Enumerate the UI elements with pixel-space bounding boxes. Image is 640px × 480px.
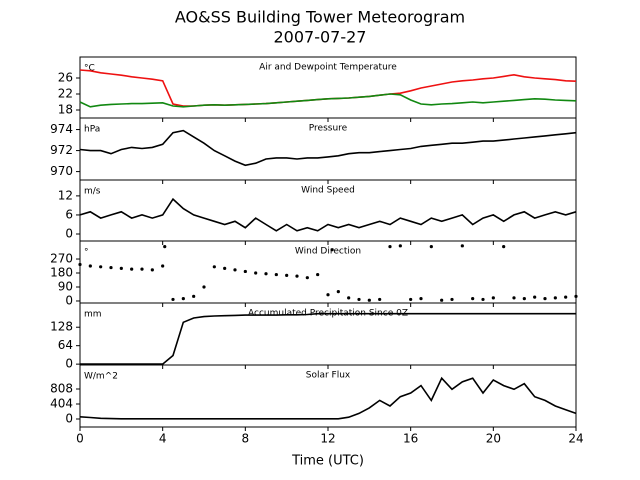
data-point [502, 244, 506, 249]
data-point [398, 244, 402, 248]
x-tick-label: 4 [159, 432, 167, 446]
data-point [330, 248, 334, 252]
panel-title: Solar Flux [306, 371, 351, 381]
y-tick-label: 128 [50, 320, 73, 334]
data-point [202, 285, 206, 289]
unit-label: hPa [84, 125, 100, 135]
y-tick-label: 974 [50, 122, 73, 136]
data-point [130, 267, 134, 271]
unit-label: ° [84, 248, 89, 258]
unit-label: m/s [84, 187, 101, 197]
data-point [223, 266, 227, 270]
data-point [264, 272, 268, 276]
y-tick-label: 18 [58, 103, 73, 117]
data-point [574, 294, 578, 298]
data-point [171, 297, 175, 302]
y-tick-label: 26 [58, 71, 73, 85]
y-tick-label: 12 [58, 188, 73, 202]
data-point [192, 294, 196, 298]
y-tick-label: 0 [65, 412, 73, 426]
data-line [79, 197, 577, 232]
unit-label: W/m^2 [84, 372, 118, 382]
x-tick-label: 16 [403, 432, 418, 446]
data-point [378, 297, 382, 302]
data-point [161, 264, 165, 268]
data-point [533, 295, 537, 299]
x-tick-label: 0 [76, 432, 84, 446]
chart-subtitle: 2007-07-27 [274, 28, 367, 47]
data-point [163, 244, 167, 249]
data-point [471, 297, 475, 301]
data-point [181, 297, 185, 301]
x-tick-label: 24 [568, 432, 583, 446]
data-point [357, 297, 361, 302]
data-point [109, 265, 113, 270]
x-axis-label: Time (UTC) [291, 454, 364, 469]
data-point [212, 265, 216, 269]
data-point [285, 273, 289, 277]
unit-label: mm [84, 310, 102, 320]
data-point [440, 298, 444, 302]
y-tick-label: 808 [50, 381, 73, 395]
data-line [79, 129, 577, 167]
data-point [491, 296, 495, 300]
y-tick-label: 972 [50, 143, 73, 157]
y-tick-label: 6 [65, 207, 73, 221]
y-tick-label: 22 [58, 87, 73, 101]
data-point [429, 244, 433, 249]
data-point [419, 297, 423, 301]
data-point [88, 264, 92, 268]
y-tick-label: 64 [58, 338, 73, 352]
data-line [79, 93, 577, 108]
data-line [80, 312, 576, 365]
data-point [450, 297, 454, 302]
data-point [388, 244, 392, 249]
y-tick-label: 0 [65, 357, 73, 371]
y-tick-label: 270 [50, 252, 73, 266]
data-point [78, 262, 82, 267]
data-point [254, 271, 258, 275]
data-point [460, 244, 464, 248]
x-tick-label: 12 [320, 432, 335, 446]
panel-title: Wind Speed [301, 186, 355, 196]
data-point [543, 297, 547, 301]
y-tick-label: 180 [50, 266, 73, 280]
data-point [367, 298, 371, 302]
data-point [305, 276, 309, 280]
data-point [409, 297, 413, 302]
y-tick-label: 0 [65, 227, 73, 241]
data-point [274, 272, 278, 277]
data-point [512, 296, 516, 300]
chart-title: AO&SS Building Tower Meteorogram [175, 8, 465, 27]
data-point [522, 297, 526, 301]
data-point [243, 269, 247, 274]
x-tick-label: 20 [486, 432, 501, 446]
unit-label: °C [84, 64, 95, 74]
y-tick-label: 970 [50, 164, 73, 178]
data-point [481, 297, 485, 302]
y-tick-label: 90 [58, 279, 73, 293]
data-point [119, 266, 123, 270]
panel-title: Air and Dewpoint Temperature [259, 63, 397, 73]
data-line [79, 376, 577, 420]
data-point [99, 265, 103, 269]
data-point [553, 296, 557, 300]
panel-title: Pressure [309, 124, 348, 134]
data-point [150, 268, 154, 272]
y-tick-label: 0 [65, 293, 73, 307]
data-point [295, 274, 299, 278]
data-point [140, 267, 144, 271]
data-point [336, 290, 340, 294]
panel-title: Wind Direction [295, 247, 361, 257]
data-point [564, 295, 568, 299]
data-point [347, 296, 351, 300]
data-point [326, 293, 330, 297]
y-tick-label: 404 [50, 397, 73, 411]
x-tick-label: 8 [242, 432, 250, 446]
data-point [316, 272, 320, 277]
data-point [233, 268, 237, 272]
